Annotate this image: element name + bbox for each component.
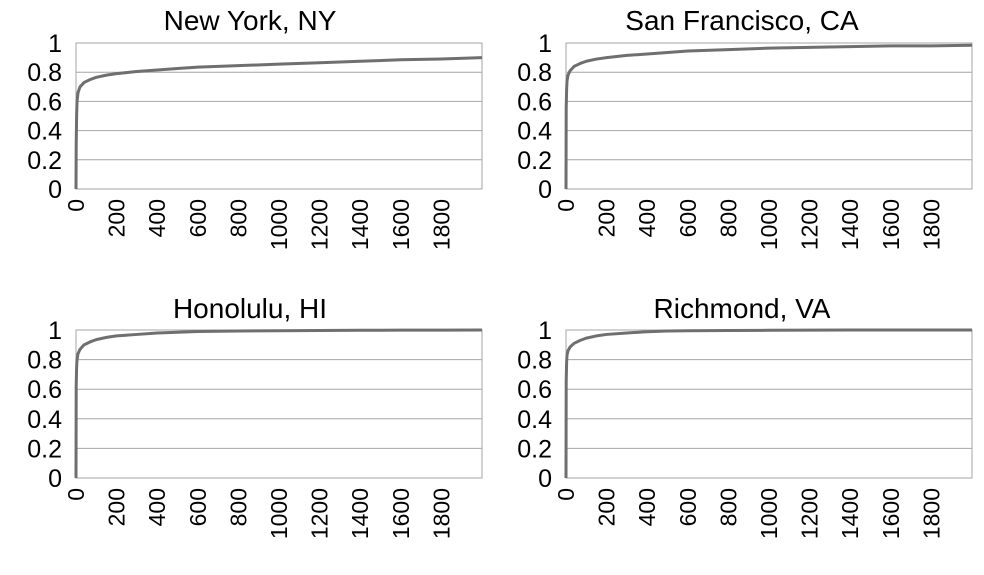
- x-tick-label: 800: [225, 488, 251, 526]
- y-tick-label: 0: [48, 176, 62, 204]
- plot-frame: [565, 42, 973, 190]
- y-tick-label: 0.8: [27, 59, 62, 87]
- y-tick-label: 0.8: [517, 347, 552, 375]
- x-tick-label: 1200: [307, 199, 333, 250]
- y-tick-label: 0.6: [517, 376, 552, 404]
- x-tick-label: 600: [185, 488, 211, 526]
- y-tick-label: 0.2: [27, 435, 62, 463]
- y-tick-label: 0: [538, 465, 552, 493]
- y-tick-label: 0.4: [517, 118, 552, 146]
- x-tick-label: 1800: [428, 488, 454, 539]
- x-tick-label: 400: [634, 199, 660, 237]
- x-tick-label: 200: [104, 488, 130, 526]
- x-tick-label: 1200: [307, 488, 333, 539]
- plot-frame: [75, 329, 483, 479]
- x-tick-label: 1000: [266, 488, 292, 539]
- x-tick-label: 400: [144, 199, 170, 237]
- x-tick-label: 1000: [266, 199, 292, 250]
- y-tick-label: 0.2: [27, 147, 62, 175]
- x-tick-label: 1800: [918, 488, 944, 539]
- x-tick-label: 800: [715, 488, 741, 526]
- y-tick-label: 0.2: [517, 435, 552, 463]
- chart-title: Honolulu, HI: [173, 293, 327, 324]
- x-tick-label: 600: [675, 199, 701, 237]
- y-tick-label: 0.8: [27, 347, 62, 375]
- cdf-series-line: [74, 328, 483, 479]
- chart-title: New York, NY: [164, 5, 337, 36]
- x-tick-label: 600: [185, 199, 211, 237]
- y-tick-label: 0.4: [27, 118, 62, 146]
- y-tick-label: 0: [538, 176, 552, 204]
- y-tick-label: 0.6: [27, 88, 62, 116]
- x-tick-label: 1400: [837, 488, 863, 539]
- x-tick-label: 200: [594, 488, 620, 526]
- x-tick-label: 1400: [347, 488, 373, 539]
- y-tick-label: 1: [538, 30, 552, 58]
- x-tick-label: 1600: [878, 488, 904, 539]
- x-tick-label: 1600: [878, 199, 904, 250]
- x-tick-label: 0: [553, 488, 579, 501]
- y-tick-label: 1: [48, 317, 62, 345]
- y-tick-label: 1: [48, 30, 62, 58]
- x-tick-label: 1400: [347, 199, 373, 250]
- x-tick-label: 200: [594, 199, 620, 237]
- x-tick-label: 1000: [756, 199, 782, 250]
- plot-frame: [565, 329, 973, 479]
- y-tick-label: 0.6: [27, 376, 62, 404]
- x-tick-label: 1600: [388, 199, 414, 250]
- chart-title: San Francisco, CA: [625, 5, 859, 36]
- x-tick-label: 400: [634, 488, 660, 526]
- x-tick-label: 1000: [756, 488, 782, 539]
- x-tick-label: 0: [63, 488, 89, 501]
- cdf-series-line: [564, 328, 972, 479]
- x-tick-label: 1600: [388, 488, 414, 539]
- cdf-series-line: [74, 56, 483, 190]
- cdf-series-line: [564, 43, 973, 190]
- x-tick-label: 1200: [797, 199, 823, 250]
- x-tick-label: 0: [63, 199, 89, 212]
- y-tick-label: 0.8: [517, 59, 552, 87]
- x-tick-label: 1800: [428, 199, 454, 250]
- chart-title: Richmond, VA: [654, 293, 831, 324]
- x-tick-label: 600: [675, 488, 701, 526]
- y-tick-label: 0.4: [517, 406, 552, 434]
- x-tick-label: 1200: [797, 488, 823, 539]
- y-tick-label: 0: [48, 465, 62, 493]
- x-tick-label: 1800: [918, 199, 944, 250]
- y-tick-label: 1: [538, 317, 552, 345]
- x-tick-label: 200: [104, 199, 130, 237]
- x-tick-label: 800: [715, 199, 741, 237]
- y-tick-label: 0.6: [517, 88, 552, 116]
- x-tick-label: 800: [225, 199, 251, 237]
- x-tick-label: 0: [553, 199, 579, 212]
- x-tick-label: 400: [144, 488, 170, 526]
- y-tick-label: 0.4: [27, 406, 62, 434]
- y-tick-label: 0.2: [517, 147, 552, 175]
- x-tick-label: 1400: [837, 199, 863, 250]
